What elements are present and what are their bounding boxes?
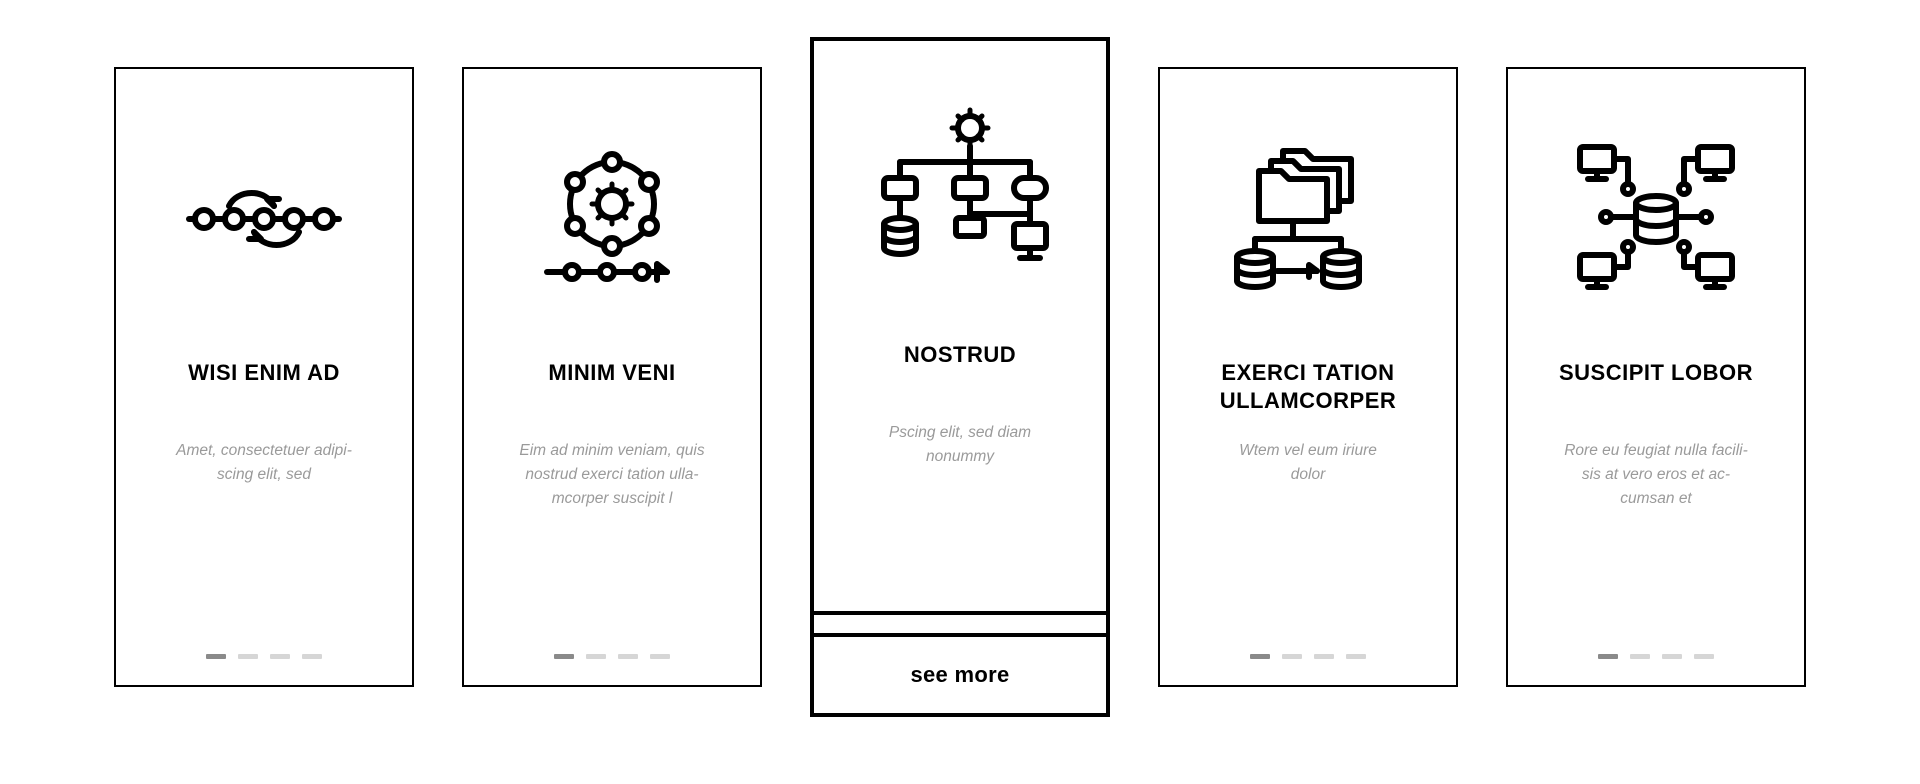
db-network-icon — [1566, 129, 1746, 309]
pager-dot[interactable] — [618, 654, 638, 659]
onboarding-card-5: SUSCIPIT LOBOR Rore eu feugiat nulla fac… — [1506, 67, 1806, 687]
pager-dot[interactable] — [302, 654, 322, 659]
onboarding-card-2: MINIM VENI Eim ad minim veniam, quis nos… — [462, 67, 762, 687]
pager-dot[interactable] — [1694, 654, 1714, 659]
cycle-chain-icon — [174, 129, 354, 309]
folders-db-icon — [1218, 129, 1398, 309]
onboarding-card-4: EXERCI TATION ULLAMCORPER Wtem vel eum i… — [1158, 67, 1458, 687]
card-desc: Wtem vel eum iriure dolor — [1235, 439, 1381, 487]
card-desc: Pscing elit, sed diam nonummy — [885, 421, 1035, 469]
pager-dots — [116, 654, 412, 659]
see-more-button[interactable]: see more — [810, 633, 1110, 717]
pager-dot[interactable] — [1346, 654, 1366, 659]
pager-dot[interactable] — [1662, 654, 1682, 659]
card-title: WISI ENIM AD — [184, 359, 344, 415]
card-title: EXERCI TATION ULLAMCORPER — [1188, 359, 1428, 415]
card-title: SUSCIPIT LOBOR — [1555, 359, 1757, 415]
pager-dot[interactable] — [238, 654, 258, 659]
card-desc: Eim ad minim veniam, quis nostrud exerci… — [515, 439, 708, 511]
pager-dot[interactable] — [650, 654, 670, 659]
card-desc: Amet, consectetuer adipi- scing elit, se… — [172, 439, 356, 487]
pager-dot[interactable] — [1314, 654, 1334, 659]
pager-dot[interactable] — [1250, 654, 1270, 659]
card-title: NOSTRUD — [900, 341, 1020, 397]
card-desc: Rore eu feugiat nulla facili- sis at ver… — [1560, 439, 1752, 511]
pager-dot[interactable] — [1282, 654, 1302, 659]
pager-dots — [1160, 654, 1456, 659]
cards-row: WISI ENIM AD Amet, consectetuer adipi- s… — [54, 27, 1866, 757]
gear-ring-icon — [522, 129, 702, 309]
pager-dot[interactable] — [586, 654, 606, 659]
pager-dots — [464, 654, 760, 659]
pager-dots — [1508, 654, 1804, 659]
pager-dot[interactable] — [554, 654, 574, 659]
onboarding-card-1: WISI ENIM AD Amet, consectetuer adipi- s… — [114, 67, 414, 687]
pager-dot[interactable] — [206, 654, 226, 659]
card-title: MINIM VENI — [544, 359, 679, 415]
pager-dot[interactable] — [270, 654, 290, 659]
pager-dot[interactable] — [1598, 654, 1618, 659]
pager-dot[interactable] — [1630, 654, 1650, 659]
onboarding-card-3: NOSTRUD Pscing elit, sed diam nonummy se… — [810, 37, 1110, 717]
workflow-icon — [870, 101, 1050, 281]
